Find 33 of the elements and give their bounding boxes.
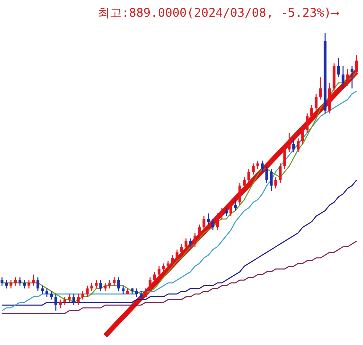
candlestick	[261, 160, 264, 172]
candlestick	[310, 104, 314, 120]
candlestick	[100, 280, 102, 292]
candlestick	[230, 202, 232, 217]
candlestick	[220, 208, 224, 220]
candlestick	[328, 82, 332, 114]
candlestick	[207, 213, 210, 226]
candlestick	[319, 77, 322, 100]
candlestick	[243, 177, 246, 190]
candlestick	[248, 168, 250, 184]
candlestick	[238, 182, 242, 206]
candlestick	[302, 127, 304, 145]
candlestick	[306, 113, 309, 134]
text: 최고:889.0000(2024/03/08, -5.23%)⟶	[98, 6, 340, 20]
candlestick	[314, 94, 318, 112]
candlestick	[350, 66, 354, 90]
candlestick	[274, 177, 278, 190]
candlestick	[158, 266, 161, 278]
candlestick	[284, 144, 286, 170]
candlestick	[198, 224, 202, 240]
candlestick	[54, 294, 58, 312]
candlestick	[86, 285, 89, 298]
candlestick	[292, 138, 296, 154]
candlestick	[234, 199, 237, 212]
candlestick	[202, 216, 206, 231]
candlestick	[118, 277, 120, 292]
candlestick	[279, 163, 282, 184]
candlestick	[288, 132, 291, 154]
candlestick	[297, 138, 300, 154]
candlestick	[77, 294, 80, 306]
candlestick	[252, 163, 255, 176]
candlestick	[337, 58, 340, 78]
candlestick	[72, 294, 76, 306]
